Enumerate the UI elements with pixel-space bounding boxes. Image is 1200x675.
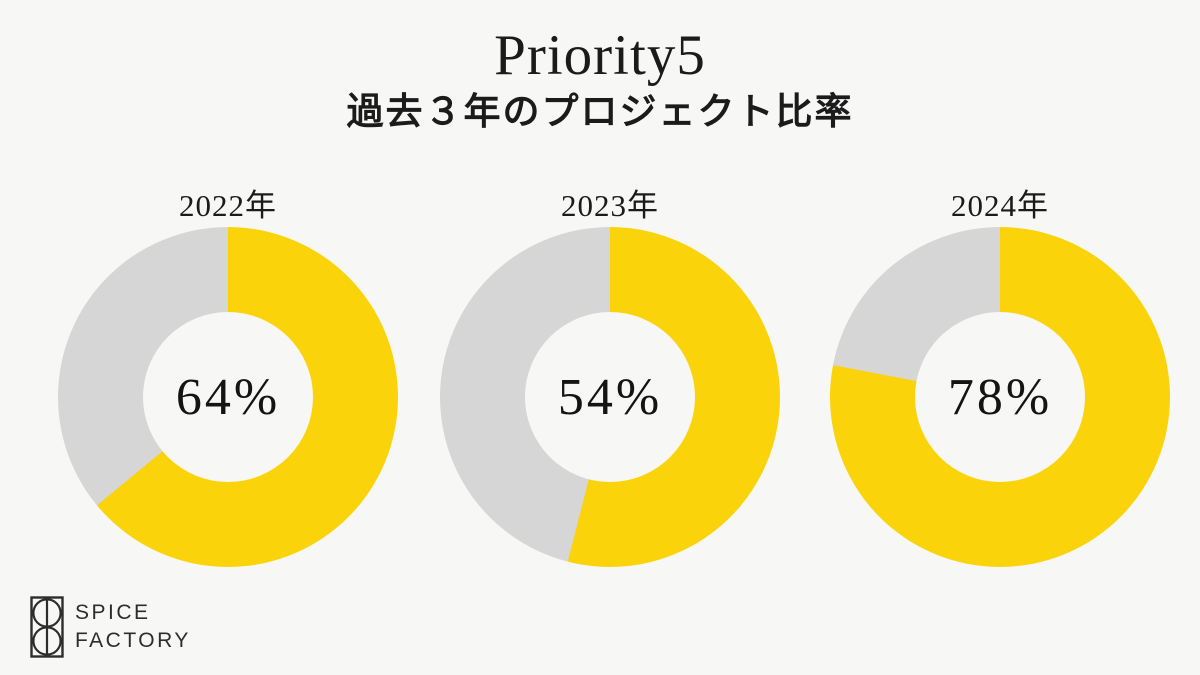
- donut-chart-2023: 2023年 54%: [440, 186, 780, 567]
- page-title: Priority5: [494, 24, 706, 87]
- year-label-2024: 2024年: [951, 188, 1049, 223]
- donut-chart-2024: 2024年 78%: [830, 186, 1170, 567]
- logo-text-line2: FACTORY: [75, 629, 191, 652]
- donut-ring-2024: 78%: [830, 227, 1170, 567]
- donut-hole-2024: 78%: [915, 312, 1085, 482]
- logo-text-line1: SPICE: [75, 601, 151, 624]
- donut-hole-2022: 64%: [143, 312, 313, 482]
- spice-factory-logo-text: SPICE FACTORY: [75, 599, 191, 655]
- percentage-label-2022: 64%: [175, 368, 281, 426]
- year-label-2023: 2023年: [561, 188, 659, 223]
- percentage-label-2023: 54%: [557, 368, 663, 426]
- page-subtitle: 過去３年のプロジェクト比率: [346, 92, 854, 133]
- donut-chart-2022: 2022年 64%: [58, 186, 398, 567]
- percentage-label-2024: 78%: [947, 368, 1053, 426]
- spice-factory-logo: SPICE FACTORY: [30, 596, 191, 658]
- year-label-2022: 2022年: [179, 188, 277, 223]
- spice-factory-logo-icon: [30, 596, 64, 658]
- donut-ring-2022: 64%: [58, 227, 398, 567]
- donut-hole-2023: 54%: [525, 312, 695, 482]
- donut-ring-2023: 54%: [440, 227, 780, 567]
